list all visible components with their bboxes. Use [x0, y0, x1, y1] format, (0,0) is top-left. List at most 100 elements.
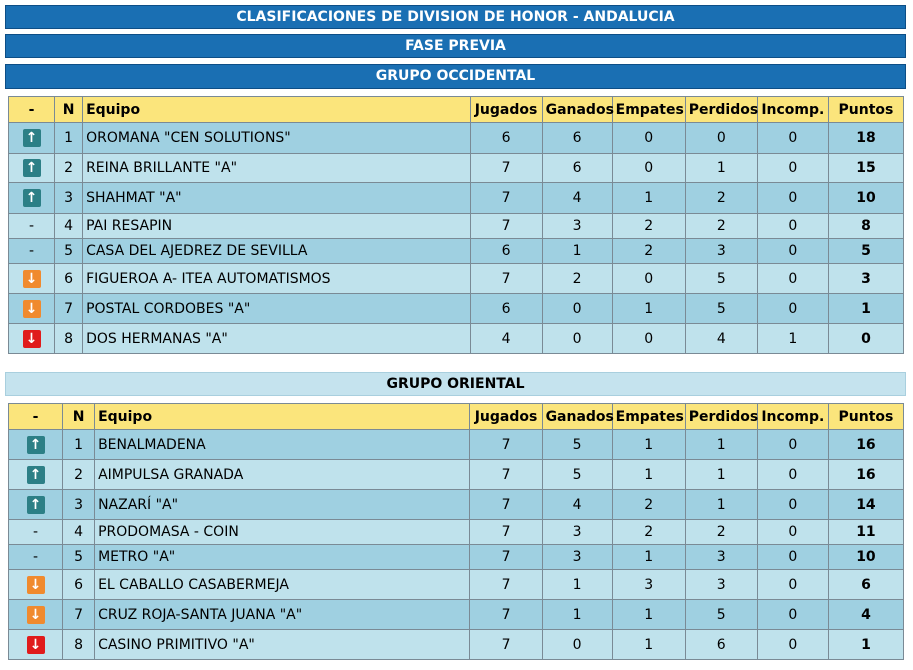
table-row: ↑ 1 OROMANA "CEN SOLUTIONS" 6 6 0 0 0 18: [7, 122, 905, 154]
trend-cell: ↑: [7, 459, 64, 490]
trend-cell: -: [7, 238, 56, 264]
col-lost: Perdidos: [684, 96, 758, 123]
trend-cell: ↑: [7, 153, 56, 183]
played-cell: 7: [469, 263, 543, 294]
trend-cell: ↓: [7, 569, 64, 600]
won-cell: 5: [541, 429, 613, 460]
position-cell: 6: [62, 569, 96, 600]
no-change-indicator: -: [32, 524, 39, 540]
forfeit-cell: 1: [756, 323, 829, 354]
won-cell: 6: [541, 153, 613, 183]
played-cell: 7: [469, 569, 543, 600]
table-row: ↑ 2 AIMPULSA GRANADA 7 5 1 1 0 16: [7, 459, 905, 490]
drawn-cell: 1: [611, 293, 686, 324]
trend-cell: ↑: [7, 122, 56, 154]
played-cell: 6: [469, 293, 543, 324]
played-cell: 7: [469, 599, 543, 630]
played-cell: 4: [469, 323, 543, 354]
lost-cell: 1: [684, 459, 758, 490]
played-cell: 7: [469, 153, 543, 183]
col-forfeit: Incomp.: [756, 403, 829, 430]
team-name-cell: EL CABALLO CASABERMEJA: [94, 569, 471, 600]
standings-table-east: - N Equipo Jugados Ganados Empates Perdi…: [7, 403, 905, 660]
team-name-cell: FIGUEROA A- ITEA AUTOMATISMOS: [82, 263, 471, 294]
position-cell: 8: [54, 323, 84, 354]
forfeit-cell: 0: [756, 238, 829, 264]
group-title-bar-west: GRUPO OCCIDENTAL: [5, 64, 906, 89]
points-cell: 3: [827, 263, 905, 294]
arrow-down-orange-icon: ↓: [22, 269, 41, 288]
team-name-cell: REINA BRILLANTE "A": [82, 153, 471, 183]
won-cell: 1: [541, 569, 613, 600]
played-cell: 7: [469, 629, 543, 660]
arrow-up-icon: ↑: [26, 495, 45, 514]
lost-cell: 0: [684, 122, 758, 154]
drawn-cell: 0: [611, 122, 686, 154]
drawn-cell: 2: [611, 213, 686, 239]
table-row: -5 METRO "A" 7 3 1 3 0 10: [7, 544, 905, 570]
table-row: ↑ 2 REINA BRILLANTE "A" 7 6 0 1 0 15: [7, 153, 905, 183]
position-cell: 4: [62, 519, 96, 545]
arrow-down-orange-icon: ↓: [26, 605, 45, 624]
points-cell: 5: [827, 238, 905, 264]
team-name-cell: SHAHMAT "A": [82, 182, 471, 214]
won-cell: 4: [541, 182, 613, 214]
lost-cell: 6: [684, 629, 758, 660]
trend-cell: ↓: [7, 629, 64, 660]
arrow-down-red-icon: ↓: [22, 329, 41, 348]
lost-cell: 1: [684, 489, 758, 520]
position-cell: 1: [54, 122, 84, 154]
points-cell: 11: [827, 519, 905, 545]
team-name-cell: OROMANA "CEN SOLUTIONS": [82, 122, 471, 154]
table-row: ↓ 8 DOS HERMANAS "A" 4 0 0 4 1 0: [7, 323, 905, 354]
col-lost: Perdidos: [684, 403, 758, 430]
won-cell: 0: [541, 629, 613, 660]
played-cell: 7: [469, 519, 543, 545]
position-cell: 4: [54, 213, 84, 239]
points-cell: 16: [827, 429, 905, 460]
team-name-cell: CRUZ ROJA-SANTA JUANA "A": [94, 599, 471, 630]
table-row: -5 CASA DEL AJEDREZ DE SEVILLA 6 1 2 3 0 5: [7, 238, 905, 264]
trend-cell: -: [7, 544, 64, 570]
trend-cell: ↑: [7, 489, 64, 520]
col-points: Puntos: [827, 96, 905, 123]
drawn-cell: 0: [611, 263, 686, 294]
forfeit-cell: 0: [756, 544, 829, 570]
forfeit-cell: 0: [756, 263, 829, 294]
group-title-east: GRUPO ORIENTAL: [386, 376, 525, 392]
page-title: CLASIFICACIONES DE DIVISION DE HONOR - A…: [236, 9, 675, 25]
team-name-cell: AIMPULSA GRANADA: [94, 459, 471, 490]
points-cell: 1: [827, 629, 905, 660]
forfeit-cell: 0: [756, 429, 829, 460]
col-trend: -: [7, 96, 56, 123]
team-name-cell: METRO "A": [94, 544, 471, 570]
won-cell: 5: [541, 459, 613, 490]
col-trend: -: [7, 403, 64, 430]
group-title-bar-east: GRUPO ORIENTAL: [5, 372, 906, 396]
team-name-cell: PRODOMASA - COIN: [94, 519, 471, 545]
position-cell: 5: [54, 238, 84, 264]
position-cell: 7: [54, 293, 84, 324]
position-cell: 7: [62, 599, 96, 630]
trend-cell: ↑: [7, 182, 56, 214]
points-cell: 15: [827, 153, 905, 183]
forfeit-cell: 0: [756, 629, 829, 660]
played-cell: 7: [469, 429, 543, 460]
forfeit-cell: 0: [756, 182, 829, 214]
trend-cell: ↓: [7, 293, 56, 324]
trend-cell: -: [7, 213, 56, 239]
drawn-cell: 1: [611, 182, 686, 214]
standings-table-west: - N Equipo Jugados Ganados Empates Perdi…: [7, 96, 905, 354]
drawn-cell: 0: [611, 153, 686, 183]
arrow-up-icon: ↑: [22, 129, 41, 147]
played-cell: 7: [469, 213, 543, 239]
team-name-cell: POSTAL CORDOBES "A": [82, 293, 471, 324]
won-cell: 1: [541, 599, 613, 630]
drawn-cell: 1: [611, 544, 686, 570]
table-row: ↓ 6 FIGUEROA A- ITEA AUTOMATISMOS 7 2 0 5 0 3: [7, 263, 905, 294]
lost-cell: 1: [684, 429, 758, 460]
page-title-bar: CLASIFICACIONES DE DIVISION DE HONOR - A…: [5, 5, 906, 29]
forfeit-cell: 0: [756, 459, 829, 490]
col-won: Ganados: [541, 403, 614, 430]
forfeit-cell: 0: [756, 489, 829, 520]
